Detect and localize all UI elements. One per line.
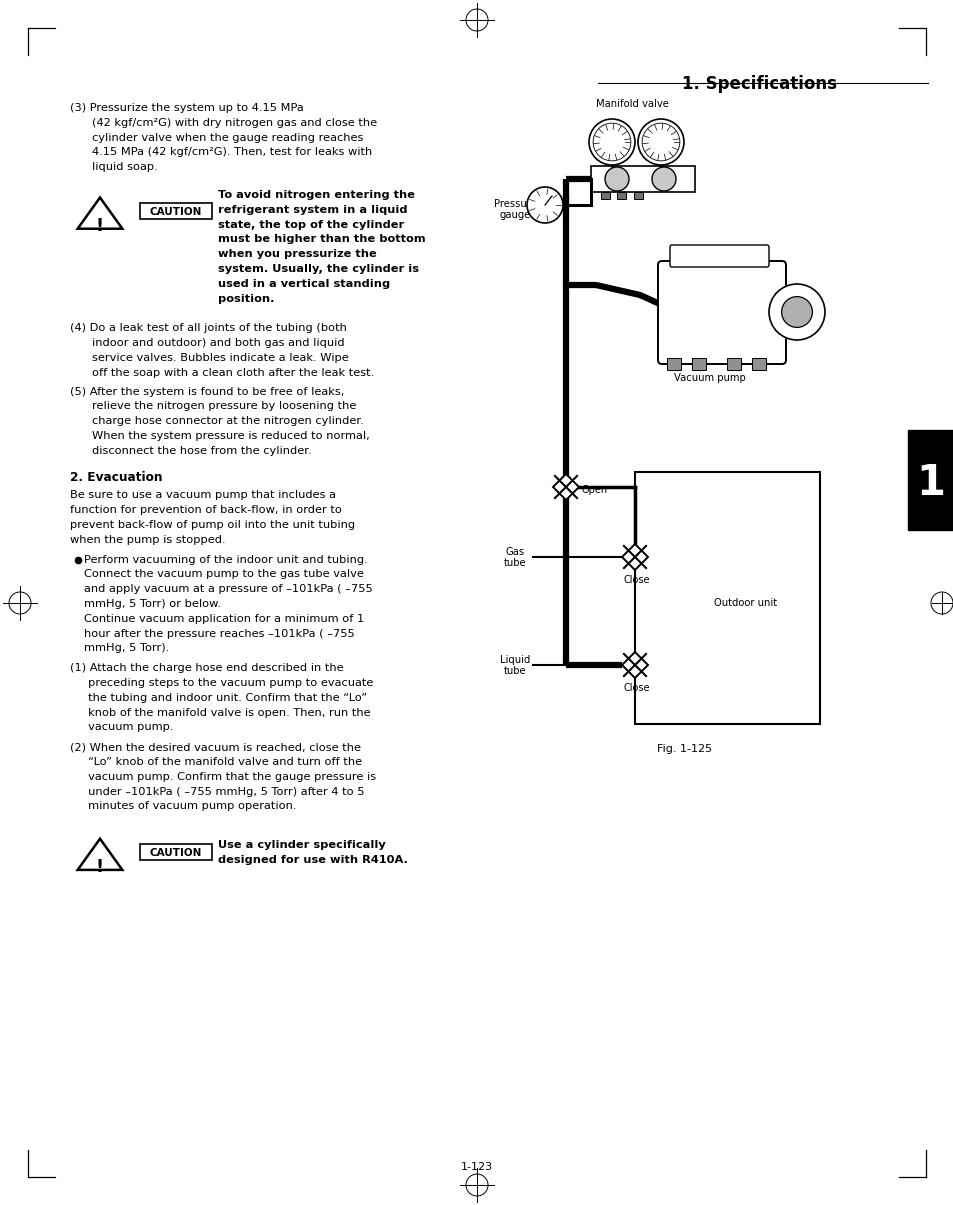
Text: off the soap with a clean cloth after the leak test.: off the soap with a clean cloth after th… xyxy=(91,368,374,378)
Circle shape xyxy=(768,284,824,340)
Text: preceding steps to the vacuum pump to evacuate: preceding steps to the vacuum pump to ev… xyxy=(70,678,373,688)
Text: tube: tube xyxy=(503,666,526,676)
Text: 1-123: 1-123 xyxy=(460,1162,493,1172)
Text: CAUTION: CAUTION xyxy=(150,207,202,217)
Text: Outdoor unit: Outdoor unit xyxy=(714,598,777,609)
Text: when you pressurize the: when you pressurize the xyxy=(218,249,376,259)
Text: Pressure: Pressure xyxy=(493,199,536,208)
Text: relieve the nitrogen pressure by loosening the: relieve the nitrogen pressure by looseni… xyxy=(91,401,356,411)
Text: Vacuum pump: Vacuum pump xyxy=(674,374,745,383)
Text: (3) Pressurize the system up to 4.15 MPa: (3) Pressurize the system up to 4.15 MPa xyxy=(70,102,303,113)
Text: gauge: gauge xyxy=(498,210,530,221)
Text: Close: Close xyxy=(623,575,650,584)
Text: (2) When the desired vacuum is reached, close the: (2) When the desired vacuum is reached, … xyxy=(70,742,360,752)
Text: Use a cylinder specifically: Use a cylinder specifically xyxy=(218,840,385,851)
Text: position.: position. xyxy=(218,294,274,304)
Bar xyxy=(907,430,953,530)
Text: (4) Do a leak test of all joints of the tubing (both: (4) Do a leak test of all joints of the … xyxy=(70,323,347,334)
Circle shape xyxy=(781,296,812,328)
Text: system. Usually, the cylinder is: system. Usually, the cylinder is xyxy=(218,264,418,274)
Text: (5) After the system is found to be free of leaks,: (5) After the system is found to be free… xyxy=(70,387,344,396)
Bar xyxy=(634,192,642,199)
Text: Fig. 1-125: Fig. 1-125 xyxy=(657,743,712,754)
Text: charge hose connector at the nitrogen cylinder.: charge hose connector at the nitrogen cy… xyxy=(91,416,363,427)
Bar xyxy=(600,192,609,199)
Text: Be sure to use a vacuum pump that includes a: Be sure to use a vacuum pump that includ… xyxy=(70,490,335,500)
Text: tube: tube xyxy=(503,558,526,568)
Text: 1: 1 xyxy=(916,462,944,504)
Bar xyxy=(666,358,680,370)
Text: disconnect the hose from the cylinder.: disconnect the hose from the cylinder. xyxy=(91,446,312,455)
Circle shape xyxy=(526,187,562,223)
Text: mmHg, 5 Torr) or below.: mmHg, 5 Torr) or below. xyxy=(84,599,221,609)
Text: !: ! xyxy=(96,217,104,235)
Text: the tubing and indoor unit. Confirm that the “Lo”: the tubing and indoor unit. Confirm that… xyxy=(70,693,367,703)
Bar xyxy=(140,202,212,219)
Bar xyxy=(617,192,625,199)
Text: 4.15 MPa (42 kgf/cm²G). Then, test for leaks with: 4.15 MPa (42 kgf/cm²G). Then, test for l… xyxy=(91,147,372,158)
Text: prevent back-flow of pump oil into the unit tubing: prevent back-flow of pump oil into the u… xyxy=(70,521,355,530)
Text: 1. Specifications: 1. Specifications xyxy=(681,75,837,93)
Text: Lo: Lo xyxy=(610,175,622,186)
Text: Perform vacuuming of the indoor unit and tubing.: Perform vacuuming of the indoor unit and… xyxy=(84,554,367,565)
Circle shape xyxy=(604,167,628,192)
Text: service valves. Bubbles indicate a leak. Wipe: service valves. Bubbles indicate a leak.… xyxy=(91,353,349,363)
Text: CAUTION: CAUTION xyxy=(150,848,202,858)
Text: Open: Open xyxy=(581,484,607,495)
Text: (1) Attach the charge hose end described in the: (1) Attach the charge hose end described… xyxy=(70,663,343,674)
Text: function for prevention of back-flow, in order to: function for prevention of back-flow, in… xyxy=(70,505,341,516)
Text: Liquid: Liquid xyxy=(499,656,530,665)
Text: Close: Close xyxy=(623,683,650,693)
Text: and apply vacuum at a pressure of –101kPa ( –755: and apply vacuum at a pressure of –101kP… xyxy=(84,584,373,594)
Circle shape xyxy=(638,119,683,165)
Text: must be higher than the bottom: must be higher than the bottom xyxy=(218,235,425,245)
Text: To avoid nitrogen entering the: To avoid nitrogen entering the xyxy=(218,190,415,200)
Bar xyxy=(751,358,765,370)
Text: Connect the vacuum pump to the gas tube valve: Connect the vacuum pump to the gas tube … xyxy=(84,570,363,580)
Text: state, the top of the cylinder: state, the top of the cylinder xyxy=(218,219,404,230)
Text: refrigerant system in a liquid: refrigerant system in a liquid xyxy=(218,205,407,214)
Circle shape xyxy=(641,123,679,160)
Text: Hi: Hi xyxy=(658,175,669,186)
Text: indoor and outdoor) and both gas and liquid: indoor and outdoor) and both gas and liq… xyxy=(91,339,344,348)
Text: used in a vertical standing: used in a vertical standing xyxy=(218,278,390,289)
Text: vacuum pump. Confirm that the gauge pressure is: vacuum pump. Confirm that the gauge pres… xyxy=(70,771,375,782)
Text: Continue vacuum application for a minimum of 1: Continue vacuum application for a minimu… xyxy=(84,613,364,624)
Text: designed for use with R410A.: designed for use with R410A. xyxy=(218,856,408,865)
Polygon shape xyxy=(621,543,647,570)
Polygon shape xyxy=(621,652,647,678)
FancyBboxPatch shape xyxy=(658,261,785,364)
Text: 2. Evacuation: 2. Evacuation xyxy=(70,471,162,483)
Text: Gas: Gas xyxy=(505,547,524,557)
Text: when the pump is stopped.: when the pump is stopped. xyxy=(70,535,226,545)
Bar xyxy=(726,358,740,370)
Bar xyxy=(140,845,212,860)
Text: mmHg, 5 Torr).: mmHg, 5 Torr). xyxy=(84,643,169,653)
Text: !: ! xyxy=(96,858,104,876)
Bar xyxy=(635,472,820,724)
Text: hour after the pressure reaches –101kPa ( –755: hour after the pressure reaches –101kPa … xyxy=(84,629,355,639)
Bar xyxy=(590,166,695,192)
Text: cylinder valve when the gauge reading reaches: cylinder valve when the gauge reading re… xyxy=(91,133,363,142)
Text: vacuum pump.: vacuum pump. xyxy=(70,723,173,733)
Text: liquid soap.: liquid soap. xyxy=(91,163,157,172)
Text: under –101kPa ( –755 mmHg, 5 Torr) after 4 to 5: under –101kPa ( –755 mmHg, 5 Torr) after… xyxy=(70,787,364,797)
Text: minutes of vacuum pump operation.: minutes of vacuum pump operation. xyxy=(70,801,296,811)
Circle shape xyxy=(651,167,676,192)
Text: (42 kgf/cm²G) with dry nitrogen gas and close the: (42 kgf/cm²G) with dry nitrogen gas and … xyxy=(91,118,376,128)
Text: Manifold valve: Manifold valve xyxy=(595,99,668,108)
Circle shape xyxy=(588,119,635,165)
Polygon shape xyxy=(553,474,578,500)
Text: When the system pressure is reduced to normal,: When the system pressure is reduced to n… xyxy=(91,431,370,441)
Text: knob of the manifold valve is open. Then, run the: knob of the manifold valve is open. Then… xyxy=(70,707,370,718)
Circle shape xyxy=(593,123,630,160)
Bar xyxy=(691,358,705,370)
Text: “Lo” knob of the manifold valve and turn off the: “Lo” knob of the manifold valve and turn… xyxy=(70,757,362,768)
FancyBboxPatch shape xyxy=(669,245,768,268)
